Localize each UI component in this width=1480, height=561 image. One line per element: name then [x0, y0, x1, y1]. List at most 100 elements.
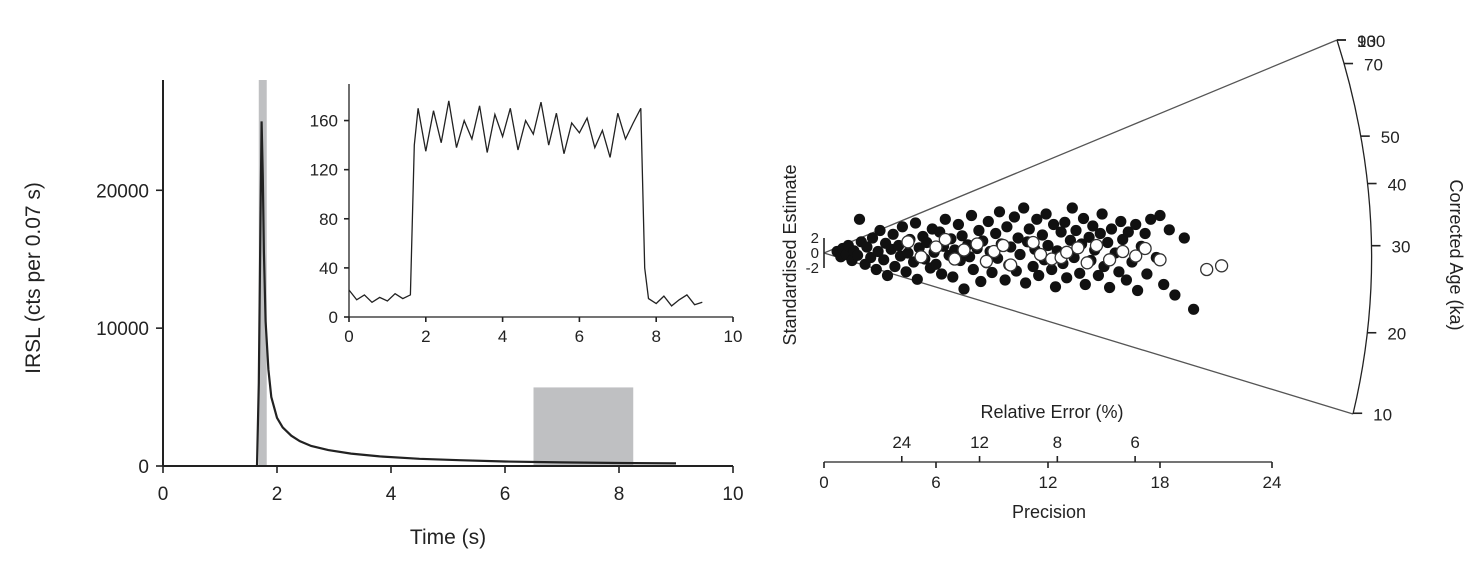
- filled-point: [1055, 226, 1067, 238]
- open-point: [970, 237, 984, 251]
- filled-point: [1018, 202, 1030, 214]
- filled-point: [1023, 223, 1035, 235]
- filled-point: [1048, 218, 1060, 231]
- open-point: [1102, 253, 1117, 267]
- precision-tick-label: 12: [1039, 473, 1058, 492]
- filled-point: [1115, 215, 1127, 228]
- filled-point: [1163, 224, 1175, 236]
- filled-point: [993, 206, 1006, 218]
- filled-point: [870, 263, 882, 276]
- filled-point: [1178, 232, 1190, 244]
- filled-point: [900, 266, 912, 278]
- inset-x-tick-label: 10: [724, 327, 743, 346]
- filled-point: [1120, 274, 1132, 286]
- relative-error-tick-label: 8: [1053, 433, 1062, 452]
- filled-point: [909, 217, 922, 229]
- filled-point: [1096, 208, 1108, 220]
- inset-y-tick-label: 120: [310, 161, 338, 180]
- filled-point: [1042, 239, 1054, 252]
- filled-point: [852, 249, 864, 261]
- shaded-region-2: [533, 387, 634, 466]
- filled-point: [1066, 202, 1078, 214]
- filled-point: [1046, 263, 1058, 276]
- filled-point: [1141, 268, 1153, 280]
- inset-x-tick-label: 4: [498, 327, 507, 346]
- filled-point: [939, 213, 951, 225]
- precision-tick-label: 6: [931, 473, 940, 492]
- shaded-region-1: [258, 80, 267, 466]
- filled-point: [1087, 220, 1099, 232]
- filled-point: [1074, 267, 1086, 279]
- filled-point: [1036, 229, 1048, 241]
- filled-point: [986, 266, 998, 279]
- age-tick-label: 130: [1357, 32, 1385, 51]
- standardised-estimate-label: Standardised Estimate: [780, 164, 800, 345]
- filled-point: [967, 263, 979, 276]
- filled-point: [1070, 224, 1082, 237]
- open-point: [979, 254, 994, 268]
- filled-point: [1001, 221, 1013, 233]
- inset-curve: [348, 100, 703, 307]
- radial-data-points: [831, 202, 1229, 315]
- open-point: [1071, 241, 1085, 255]
- filled-point: [930, 258, 942, 270]
- age-tick-label: 20: [1387, 325, 1406, 344]
- main-x-tick-label: 2: [272, 484, 283, 505]
- filled-point: [1122, 226, 1134, 238]
- open-point: [1080, 256, 1094, 270]
- filled-point: [861, 241, 873, 253]
- filled-point: [1020, 277, 1032, 289]
- main-y-axis-label: IRSL (cts per 0.07 s): [22, 182, 45, 374]
- filled-point: [952, 218, 965, 231]
- inset-y-tick-label: 160: [310, 112, 338, 131]
- filled-point: [1027, 260, 1039, 273]
- inset-y-tick-label: 80: [319, 210, 338, 229]
- main-x-tick-label: 8: [614, 484, 625, 505]
- filled-point: [1113, 266, 1125, 278]
- main-x-tick-label: 0: [158, 484, 169, 505]
- filled-point: [956, 230, 968, 242]
- open-point: [1200, 262, 1214, 277]
- filled-point: [1008, 211, 1021, 223]
- inset-y-tick-label: 40: [319, 259, 338, 278]
- open-point: [914, 250, 928, 264]
- filled-point: [1102, 236, 1114, 249]
- filled-point: [878, 254, 890, 266]
- filled-point: [1158, 278, 1170, 291]
- open-point: [1060, 245, 1074, 259]
- main-x-tick-label: 4: [386, 484, 397, 505]
- age-arc: [1336, 39, 1373, 415]
- open-point: [1138, 241, 1152, 256]
- inset-x-tick-label: 6: [575, 327, 584, 346]
- filled-point: [1040, 208, 1052, 220]
- corrected-age-label: Corrected Age (ka): [1446, 179, 1466, 330]
- std-estimate-tick-label: 0: [811, 245, 819, 262]
- filled-point: [1031, 213, 1043, 225]
- filled-point: [865, 251, 877, 264]
- open-point: [996, 238, 1010, 253]
- open-point: [938, 232, 952, 247]
- precision-tick-label: 24: [1263, 473, 1282, 492]
- filled-point: [1012, 232, 1024, 244]
- age-tick-label: 90: [1357, 32, 1376, 51]
- filled-point: [902, 247, 914, 259]
- relative-error-tick-label: 24: [892, 433, 911, 452]
- relative-error-tick-label: 6: [1130, 433, 1139, 452]
- filled-point: [973, 224, 985, 237]
- open-point: [948, 252, 962, 266]
- filled-point: [1083, 231, 1095, 243]
- std-estimate-tick-label: 2: [811, 230, 819, 247]
- age-tick-label: 50: [1381, 128, 1400, 147]
- age-tick-label: 40: [1388, 176, 1407, 195]
- age-tick-label: 30: [1392, 238, 1411, 257]
- inset-chart: 0 2 4 6 8 10 0 40 80 120 160: [310, 80, 743, 346]
- open-point: [1033, 247, 1048, 262]
- filled-point: [990, 227, 1002, 240]
- inset-background: [349, 80, 737, 320]
- filled-point: [866, 232, 879, 244]
- filled-point: [999, 274, 1011, 286]
- filled-point: [965, 209, 978, 222]
- filled-point: [881, 269, 894, 282]
- open-point: [1026, 235, 1040, 250]
- open-point: [957, 243, 971, 257]
